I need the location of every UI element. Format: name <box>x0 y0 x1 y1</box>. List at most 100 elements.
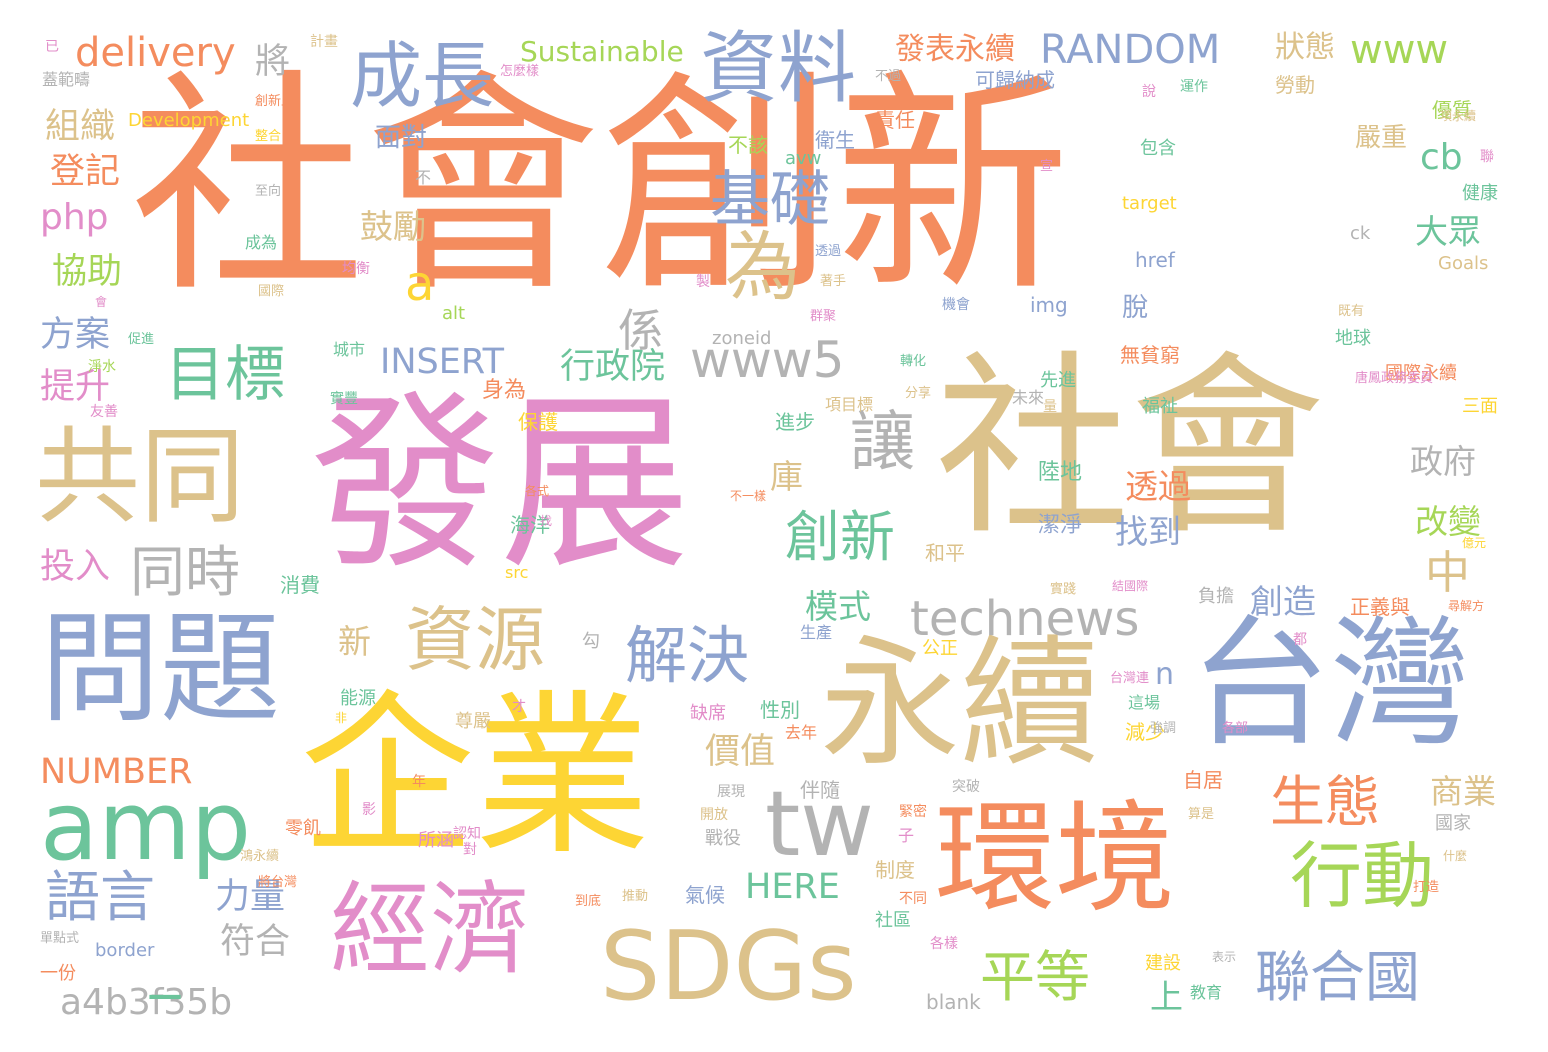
cloud-word: 優質 <box>1432 98 1472 122</box>
cloud-word: 地球 <box>1335 328 1371 349</box>
cloud-word: 狀態 <box>1275 30 1335 65</box>
cloud-word: amp <box>40 772 252 882</box>
cloud-word: 缺席 <box>690 703 726 724</box>
cloud-word: 找到 <box>1115 512 1181 551</box>
cloud-word: 結國際 <box>1112 579 1149 593</box>
cloud-word: 福祉 <box>1142 396 1178 417</box>
cloud-word: 透過 <box>815 244 842 259</box>
cloud-word: 將台灣 <box>258 875 298 890</box>
cloud-word: technews <box>910 591 1140 647</box>
cloud-word: 性別 <box>760 698 800 722</box>
cloud-word: 行動 <box>1290 834 1435 918</box>
cloud-word: 群聚 <box>810 309 837 324</box>
cloud-word: 消費 <box>280 573 320 597</box>
cloud-word: 產業 <box>245 264 273 280</box>
cloud-word: 蓋範疇 <box>42 70 91 89</box>
cloud-word: 健康 <box>1462 183 1498 204</box>
cloud-word: 什麼 <box>1443 849 1468 863</box>
cloud-word: 算是 <box>1188 807 1215 822</box>
cloud-word: 才 <box>512 699 526 715</box>
cloud-word: 分享 <box>905 386 932 401</box>
cloud-word: 經濟 <box>330 871 530 988</box>
cloud-word: 促進 <box>128 332 155 347</box>
cloud-word: www5 <box>690 331 845 389</box>
cloud-word: 上 <box>1150 977 1183 1016</box>
cloud-word: alt <box>442 303 466 324</box>
cloud-word: blank <box>926 990 981 1014</box>
cloud-word: 將 <box>255 42 291 82</box>
cloud-word: 強調 <box>1150 721 1177 736</box>
cloud-word: 推動 <box>622 889 649 904</box>
cloud-word: 大眾 <box>1415 212 1481 251</box>
cloud-word: 價值 <box>705 732 776 772</box>
cloud-word: 打造 <box>1413 880 1440 895</box>
cloud-word: 方案 <box>40 315 111 355</box>
cloud-word: 城市 <box>333 340 366 359</box>
cloud-word: 陸地 <box>1038 460 1083 485</box>
cloud-word: 友善 <box>90 404 118 420</box>
cloud-word: avw <box>785 148 822 169</box>
cloud-word: 勞動 <box>1275 73 1315 97</box>
cloud-word: 社會創新 <box>130 51 1070 324</box>
cloud-word: 創造 <box>1250 582 1316 621</box>
cloud-word: 係 <box>618 304 664 357</box>
cloud-word: 政府 <box>1410 442 1476 481</box>
cloud-word: tw <box>765 772 874 877</box>
cloud-word: 發展 <box>310 374 691 595</box>
cloud-word: 怎麼樣 <box>500 64 540 79</box>
cloud-word: 不同 <box>899 891 927 907</box>
cloud-word: 能源 <box>340 688 376 709</box>
cloud-word: 會 <box>95 295 108 309</box>
cloud-word: 環境 <box>935 790 1175 929</box>
cloud-word: a4b3f35b <box>60 982 233 1023</box>
cloud-word: 國際 <box>258 284 285 299</box>
cloud-word: 海洋 <box>510 513 550 537</box>
cloud-word: 零飢 <box>285 818 321 839</box>
cloud-word: RANDOM <box>1040 27 1221 73</box>
cloud-word: 各部 <box>1222 721 1249 736</box>
cloud-word: 氣候 <box>685 883 725 907</box>
cloud-word: 潔淨 <box>1038 513 1083 538</box>
cloud-word: SDGs <box>600 912 857 1022</box>
cloud-word: www <box>1350 27 1449 73</box>
cloud-word: 公正 <box>922 638 958 659</box>
cloud-word: 實踐 <box>1050 582 1077 597</box>
cloud-word: 正義與 <box>1350 595 1410 619</box>
cloud-word: 身為 <box>482 378 527 403</box>
cloud-word: 衛生 <box>815 128 855 152</box>
cloud-word: 保護 <box>518 410 558 434</box>
cloud-word: 運作 <box>1180 79 1208 95</box>
cloud-word: 改變 <box>1415 502 1481 541</box>
cloud-word: 解決 <box>625 619 750 692</box>
cloud-word: 成長 <box>350 34 495 118</box>
cloud-word: 永續 <box>820 623 1101 786</box>
cloud-word: 項永續 <box>1440 109 1477 123</box>
cloud-word: ck <box>1350 223 1371 244</box>
cloud-word: 子 <box>898 826 915 845</box>
cloud-word: 聯合國 <box>1255 945 1421 1009</box>
cloud-word: 資源 <box>405 599 545 681</box>
cloud-word: 面對 <box>375 123 428 153</box>
cloud-word: 唐鳳政務委員 <box>1355 371 1434 386</box>
cloud-word: 不一樣 <box>730 489 767 503</box>
cloud-word: border <box>95 940 155 961</box>
cloud-word: 行政院 <box>560 347 666 387</box>
cloud-word: zoneid <box>712 328 772 349</box>
cloud-word: 負擔 <box>1198 586 1234 607</box>
cloud-word: 企業 <box>300 676 650 879</box>
cloud-word: 讓 <box>850 405 916 480</box>
cloud-word: 著手 <box>820 274 847 289</box>
cloud-word: 製 <box>696 274 710 290</box>
cloud-word: 生產 <box>800 623 833 642</box>
cloud-word: 這場 <box>1128 693 1161 712</box>
cloud-word: php <box>40 197 109 238</box>
cloud-word: INSERT <box>380 342 504 382</box>
cloud-word: 聯 <box>1480 149 1494 165</box>
cloud-word: 中 <box>1425 546 1471 599</box>
cloud-word: 宣 <box>1040 159 1054 174</box>
cloud-word: 社會 <box>935 334 1325 561</box>
cloud-word: 尋解方 <box>1448 599 1485 613</box>
cloud-word: 包含 <box>1140 138 1176 159</box>
cloud-word: 組織 <box>45 107 116 147</box>
cloud-word: 國家 <box>1435 813 1471 834</box>
